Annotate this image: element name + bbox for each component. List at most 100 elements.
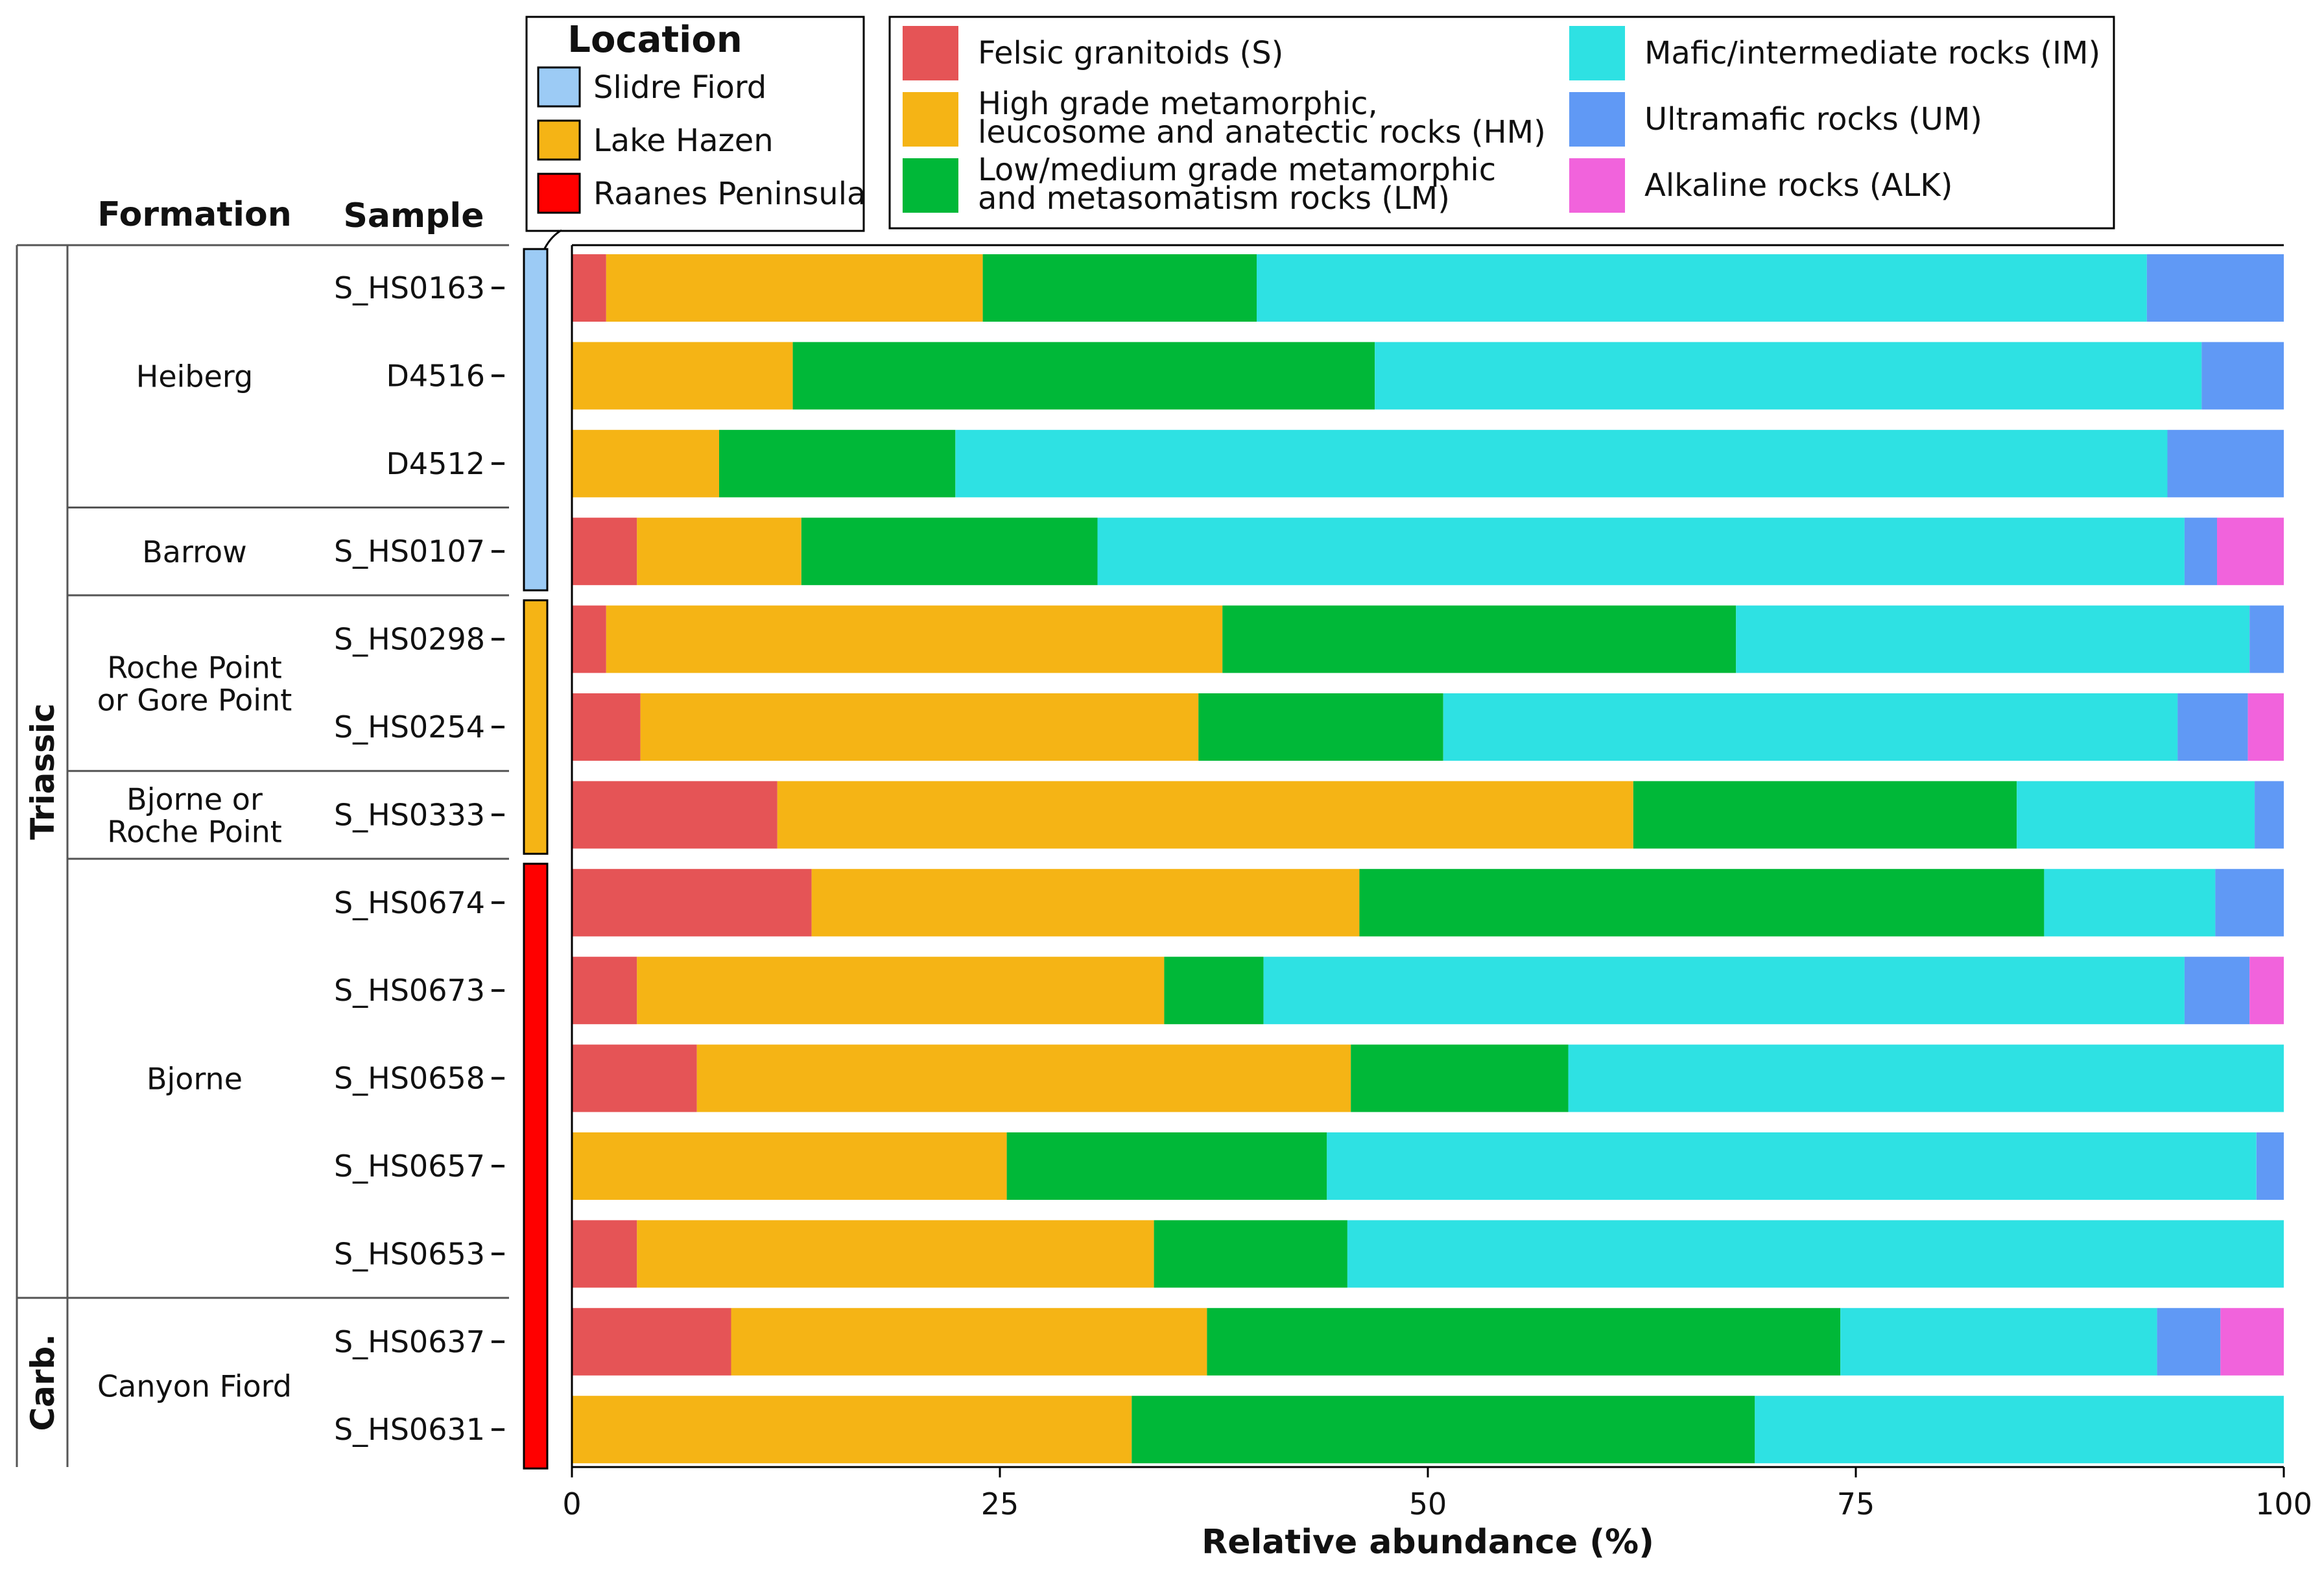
x-axis: 0 25 50 75 100 Relative abundance (%) xyxy=(562,1466,2312,1562)
location-legend-box xyxy=(525,16,865,232)
bar-segment-S_HS0298-2 xyxy=(606,605,1223,673)
sample-label-S_HS0657: S_HS0657 xyxy=(334,1149,485,1184)
bar-segment-S_HS0637-1 xyxy=(572,1307,731,1376)
bar-segment-S_HS0107-3 xyxy=(801,518,1098,586)
bar-segment-S_HS0107-4 xyxy=(1097,518,2185,586)
location-legend-label-3: Raanes Peninsula xyxy=(593,176,866,212)
formation-label-3-1: Roche Point xyxy=(107,814,282,849)
formation-label-2-0: Roche Point xyxy=(107,650,282,685)
sample-label-S_HS0674: S_HS0674 xyxy=(334,885,485,920)
bar-segment-S_HS0631-2 xyxy=(572,1396,1132,1464)
x-tick-label-0: 0 xyxy=(562,1486,581,1522)
sample-label-S_HS0673: S_HS0673 xyxy=(334,973,485,1008)
bar-segment-S_HS0163-2 xyxy=(606,254,983,322)
bar-segment-S_HS0163-5 xyxy=(2146,254,2284,322)
bar-segment-S_HS0658-2 xyxy=(696,1044,1351,1112)
bar-segment-S_HS0658-1 xyxy=(572,1044,697,1112)
rock-legend-label-3-1: and metasomatism rocks (LM) xyxy=(978,180,1450,217)
sample-label-S_HS0107: S_HS0107 xyxy=(334,534,485,569)
column-headers: Formation Sample xyxy=(97,195,484,235)
bar-segment-D4512-2 xyxy=(572,429,719,497)
rock-swatch-3 xyxy=(903,158,958,213)
bar-segment-S_HS0674-4 xyxy=(2044,868,2216,937)
rock-swatch-2 xyxy=(903,92,958,147)
sample-label-S_HS0658: S_HS0658 xyxy=(334,1061,485,1096)
bar-segment-S_HS0163-1 xyxy=(572,254,606,322)
bar-segment-S_HS0333-1 xyxy=(572,781,777,849)
location-legend-title: Location xyxy=(567,19,742,61)
location-bar-lake-hazen xyxy=(523,599,549,855)
bar-segment-S_HS0637-5 xyxy=(2157,1307,2221,1376)
bar-segment-S_HS0657-3 xyxy=(1006,1132,1327,1200)
period-label-triassic: Triassic xyxy=(24,703,62,839)
bar-segment-D4516-4 xyxy=(1375,342,2202,410)
bar-segment-S_HS0637-4 xyxy=(1840,1307,2157,1376)
bar-segment-S_HS0637-2 xyxy=(731,1307,1207,1376)
bar-segment-S_HS0333-4 xyxy=(2017,781,2255,849)
bar-segment-S_HS0673-2 xyxy=(637,957,1165,1025)
rock-legend-box xyxy=(888,16,2115,230)
bar-segment-S_HS0673-4 xyxy=(1263,957,2185,1025)
rock-swatch-4 xyxy=(1569,26,1625,80)
bar-segment-S_HS0107-2 xyxy=(637,518,801,586)
bar-segment-S_HS0653-4 xyxy=(1347,1220,2284,1288)
bar-segment-S_HS0298-1 xyxy=(572,605,606,673)
bar-segment-S_HS0653-2 xyxy=(637,1220,1154,1288)
legends: Location Slidre Fiord Lake Hazen Raanes Pen… xyxy=(525,16,2115,286)
bar-segment-S_HS0674-5 xyxy=(2215,868,2284,937)
sample-label-S_HS0254: S_HS0254 xyxy=(334,710,485,745)
bar-segment-S_HS0653-3 xyxy=(1154,1220,1347,1288)
bar-segment-S_HS0657-4 xyxy=(1327,1132,2257,1200)
bar-segment-S_HS0107-6 xyxy=(2217,518,2284,586)
bar-segment-S_HS0658-3 xyxy=(1351,1044,1569,1112)
sample-label-S_HS0631: S_HS0631 xyxy=(334,1412,485,1447)
bar-segment-D4516-5 xyxy=(2201,342,2284,410)
rock-legend-label-2-1: leucosome and anatectic rocks (HM) xyxy=(978,114,1546,150)
bar-segment-S_HS0298-3 xyxy=(1222,605,1737,673)
x-axis-title: Relative abundance (%) xyxy=(1202,1523,1654,1562)
formation-label-0-0: Heiberg xyxy=(136,359,253,394)
header-formation: Formation xyxy=(97,195,291,234)
bar-segment-S_HS0254-1 xyxy=(572,693,641,761)
bar-segment-S_HS0674-2 xyxy=(811,868,1360,937)
rock-legend-label-5-0: Ultramafic rocks (UM) xyxy=(1644,101,1982,137)
bar-segment-S_HS0673-3 xyxy=(1164,957,1264,1025)
location-bars xyxy=(523,248,549,1470)
location-bar-slidre-fiord xyxy=(523,248,549,591)
bar-segment-S_HS0637-3 xyxy=(1207,1307,1841,1376)
rock-swatch-1 xyxy=(903,26,958,80)
sample-label-S_HS0333: S_HS0333 xyxy=(334,797,485,832)
bar-segment-S_HS0333-5 xyxy=(2255,781,2284,849)
sample-label-S_HS0298: S_HS0298 xyxy=(334,622,485,657)
bar-segment-S_HS0673-1 xyxy=(572,957,637,1025)
stacked-bars: S_HS0163 D4516 D4512 S_HS0107 S_HS0298 S_HS02… xyxy=(334,244,2284,1467)
bar-segment-S_HS0254-6 xyxy=(2247,693,2284,761)
bar-segment-S_HS0333-3 xyxy=(1633,781,2017,849)
location-legend-label-2: Lake Hazen xyxy=(593,123,774,159)
rock-legend-label-4-0: Mafic/intermediate rocks (IM) xyxy=(1644,35,2100,71)
formation-label-5-0: Canyon Fiord xyxy=(97,1369,292,1404)
x-tick-label-50: 50 xyxy=(1409,1486,1447,1522)
bar-segment-S_HS0254-2 xyxy=(640,693,1199,761)
bar-segment-S_HS0298-4 xyxy=(1736,605,2250,673)
bar-segment-S_HS0657-2 xyxy=(572,1132,1007,1200)
x-tick-label-75: 75 xyxy=(1837,1486,1875,1522)
header-sample: Sample xyxy=(343,197,484,235)
location-swatch-2 xyxy=(537,119,581,161)
bar-segment-S_HS0298-5 xyxy=(2249,605,2284,673)
rock-swatch-5 xyxy=(1569,92,1625,147)
bar-segment-S_HS0163-4 xyxy=(1257,254,2147,322)
bar-segment-S_HS0631-3 xyxy=(1132,1396,1755,1464)
bar-segment-S_HS0674-3 xyxy=(1359,868,2045,937)
sample-label-S_HS0653: S_HS0653 xyxy=(334,1236,485,1271)
bar-segment-S_HS0653-1 xyxy=(572,1220,637,1288)
location-swatch-1 xyxy=(537,66,581,108)
period-label-carb: Carb. xyxy=(24,1334,62,1431)
location-swatch-3 xyxy=(537,173,581,214)
x-tick-label-100: 100 xyxy=(2255,1486,2312,1522)
bar-segment-S_HS0107-1 xyxy=(572,518,637,586)
sample-label-S_HS0637: S_HS0637 xyxy=(334,1324,485,1359)
bar-segment-S_HS0674-1 xyxy=(572,868,812,937)
sample-label-S_HS0163: S_HS0163 xyxy=(334,270,485,305)
